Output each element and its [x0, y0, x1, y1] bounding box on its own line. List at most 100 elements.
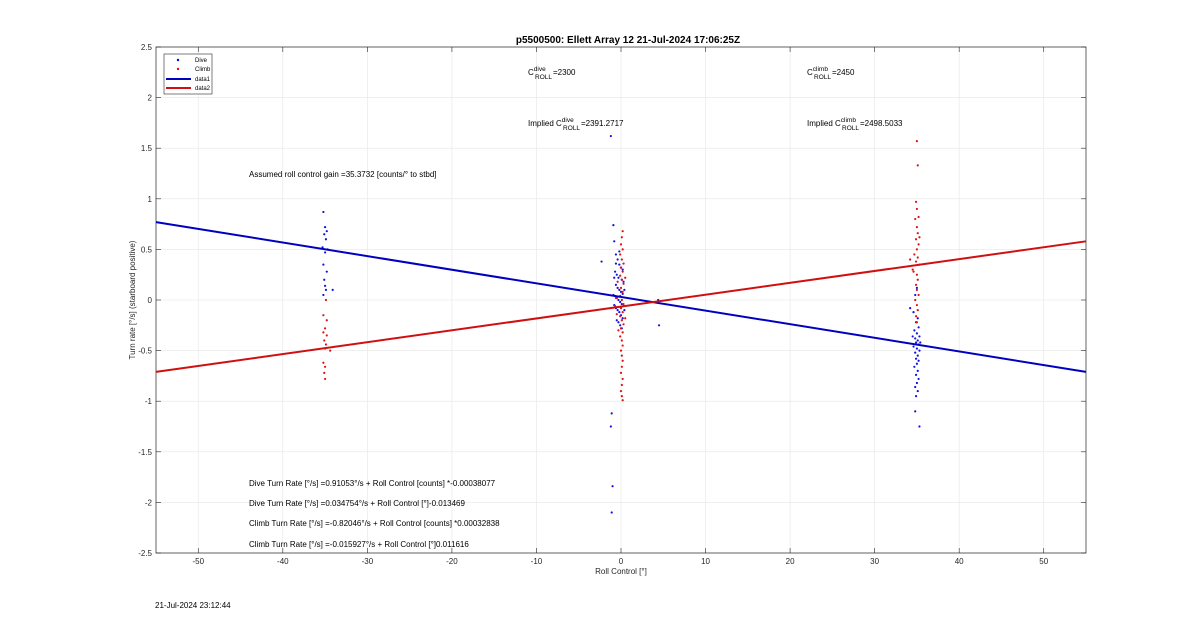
climb-point [323, 327, 327, 330]
annotation-c-climb: Cclimb ROLL=2450 [807, 66, 855, 81]
climb-point [621, 331, 624, 334]
dive-point [322, 263, 325, 266]
climb-point [619, 371, 623, 374]
climb-point [322, 314, 325, 317]
climb-point [619, 253, 622, 256]
dive-point [909, 306, 912, 310]
climb-point [617, 329, 620, 332]
dive-point [331, 288, 334, 291]
x-tick-label: 20 [786, 557, 795, 566]
climb-point [621, 344, 624, 347]
climb-point [622, 262, 625, 265]
climb-point [914, 217, 917, 221]
annotation-c-dive-tail: =2300 [553, 68, 576, 77]
dive-point [618, 311, 621, 314]
annotation-implied-climb-sup: climb [841, 117, 857, 124]
dive-point [322, 210, 325, 214]
dive-point [621, 268, 624, 271]
annotation-c-dive: Cdive ROLL=2300 [528, 66, 576, 81]
climb-point [621, 311, 624, 314]
climb-point [909, 258, 912, 261]
dive-point [615, 319, 618, 322]
dive-point [322, 293, 325, 297]
climb-point [917, 243, 920, 246]
annotation-c-climb-sub: ROLL [814, 74, 831, 81]
climb-point [621, 248, 624, 251]
x-tick-label: 0 [619, 557, 624, 566]
annotation-implied-dive-sup: dive [562, 117, 574, 124]
climb-point [622, 282, 625, 285]
dive-point [619, 300, 622, 304]
climb-point [615, 313, 618, 316]
dive-point [916, 354, 919, 357]
climb-point [329, 349, 332, 352]
dive-point [914, 395, 918, 398]
climb-point [619, 335, 622, 338]
dive-point [323, 226, 327, 229]
annotation-c-dive-sup: dive [534, 66, 546, 73]
dive-point [914, 341, 918, 344]
climb-point [915, 248, 919, 251]
dive-point [919, 341, 922, 344]
series-layer [155, 134, 1087, 514]
dive-point [917, 377, 920, 381]
climb-point [622, 323, 625, 326]
climb-point [912, 270, 915, 273]
dive-point [914, 337, 917, 340]
annotation-c-climb-tail: =2450 [832, 68, 855, 77]
climb-point [619, 327, 623, 330]
series-data1 [155, 221, 1087, 373]
series-data2 [155, 240, 1087, 373]
dive-point [611, 485, 614, 488]
series-climb [322, 140, 921, 402]
dive-point [610, 412, 613, 415]
dive-point [612, 224, 615, 227]
climb-point [916, 256, 919, 259]
climb-point [918, 236, 921, 239]
climb-point [620, 339, 623, 342]
dive-point [913, 365, 916, 368]
climb-point [620, 354, 623, 357]
dive-point [915, 286, 919, 289]
climb-point [323, 377, 327, 381]
dive-point [614, 253, 618, 256]
dive-point [610, 511, 613, 514]
y-tick-label: 0.5 [141, 245, 153, 254]
dive-point [614, 262, 618, 265]
dive-point [324, 238, 328, 241]
climb-point [620, 278, 623, 281]
climb-point [619, 274, 622, 277]
dive-point [616, 258, 619, 261]
annotation-implied-climb-pre: Implied C [807, 119, 841, 128]
climb-point [914, 283, 918, 286]
climb-point [915, 226, 919, 229]
climb-point [624, 317, 627, 320]
annotation-eq-climb-deg: Climb Turn Rate [°/s] =-0.015927°/s + Ro… [249, 540, 469, 549]
dive-point [916, 339, 919, 342]
dive-point [915, 381, 919, 385]
dive-point [911, 335, 914, 338]
dive-point [915, 362, 919, 365]
climb-point [616, 280, 619, 283]
climb-point [620, 258, 623, 261]
climb-point [325, 319, 328, 322]
data1-fit-line [155, 221, 1087, 373]
x-tick-label: -40 [277, 557, 289, 566]
y-tick-label: -1 [145, 397, 153, 406]
climb-point [621, 270, 624, 273]
dive-point [914, 385, 917, 389]
annotation-implied-climb: Implied Cclimb ROLL=2498.5033 [807, 117, 903, 132]
climb-point [624, 276, 627, 279]
dive-point [916, 317, 919, 320]
climb-point [619, 349, 623, 352]
climb-point [621, 377, 624, 381]
climb-point [916, 232, 919, 235]
legend-dive-marker [176, 58, 180, 62]
climb-point [915, 207, 919, 211]
x-tick-label: 30 [870, 557, 879, 566]
dive-point [325, 230, 328, 233]
y-tick-label: 0 [148, 296, 153, 305]
climb-point [917, 215, 920, 219]
annotation-gain: Assumed roll control gain =35.3732 [coun… [249, 170, 437, 179]
dive-point [613, 270, 617, 273]
